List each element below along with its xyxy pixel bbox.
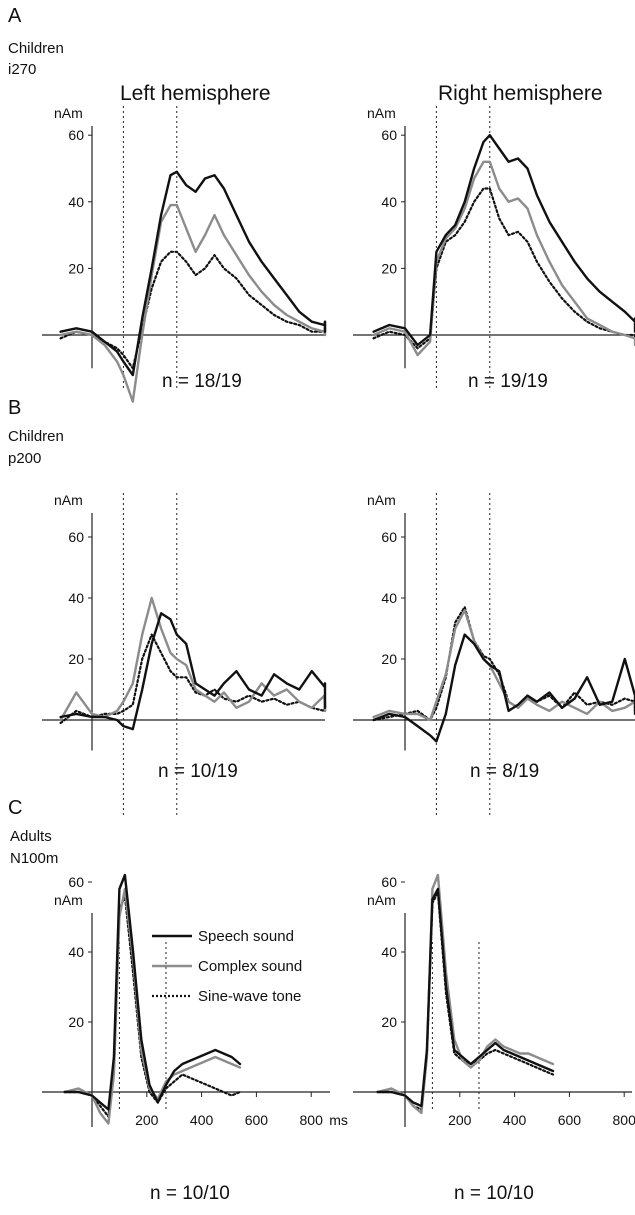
y-unit-label: nAm (367, 105, 396, 121)
y-tick-label: 60 (68, 874, 84, 890)
series-line-speech-sound (63, 873, 242, 1111)
subplot-a-left: nAm 20 40 60 (42, 105, 327, 403)
y-tick-label: 40 (68, 944, 84, 960)
legend-label-sine: Sine-wave tone (198, 988, 301, 1005)
n-label-a-right: n = 19/19 (468, 371, 548, 392)
panel-letter-a: A (8, 5, 22, 27)
panel-letter-b: B (8, 397, 21, 419)
n-label-c-left: n = 10/10 (150, 1183, 230, 1204)
legend-label-complex: Complex sound (198, 958, 302, 975)
y-tick-label: 40 (68, 194, 84, 210)
series-line-sine-wave-tone (59, 250, 327, 370)
series-line-sine-wave-tone (376, 891, 555, 1111)
y-tick-label: 20 (381, 260, 397, 276)
subplot-a-right: nAm 20 40 60 (353, 105, 635, 390)
y-unit-label: nAm (367, 492, 396, 508)
x-tick-label: 600 (558, 1112, 582, 1128)
series-line-complex-sound (59, 203, 327, 403)
subplot-b-right: nAm 20 40 60 (353, 492, 635, 815)
hemisphere-title-right: Right hemisphere (438, 82, 603, 105)
x-tick-label: 800 (613, 1112, 635, 1128)
x-tick-label: 600 (245, 1112, 269, 1128)
group-label-a-line2: i270 (8, 61, 36, 78)
y-tick-label: 20 (381, 651, 397, 667)
y-tick-label: 60 (68, 529, 84, 545)
y-tick-label: 20 (68, 1014, 84, 1030)
series-line-speech-sound (59, 170, 327, 377)
legend-label-speech: Speech sound (198, 928, 294, 945)
n-label-c-right: n = 10/10 (454, 1183, 534, 1204)
series-line-complex-sound (376, 873, 555, 1115)
subplot-c-left: nAm 20 40 60 200 400 600 800 ms (42, 873, 348, 1128)
series-line-complex-sound (59, 596, 327, 722)
x-tick-label: 400 (503, 1112, 527, 1128)
series-line-speech-sound (59, 612, 327, 731)
x-tick-label: 200 (448, 1112, 472, 1128)
group-label-b-line2: p200 (8, 450, 41, 467)
y-tick-label: 60 (381, 529, 397, 545)
series-line-speech-sound (376, 887, 555, 1108)
y-tick-label: 60 (68, 127, 84, 143)
y-tick-label: 20 (68, 651, 84, 667)
series-line-sine-wave-tone (372, 187, 635, 350)
y-unit-label: nAm (367, 892, 396, 908)
n-label-a-left: n = 18/19 (162, 371, 242, 392)
y-unit-label: nAm (54, 105, 83, 121)
y-tick-label: 60 (381, 874, 397, 890)
group-label-c-line1: Adults (10, 828, 52, 845)
y-tick-label: 40 (381, 590, 397, 606)
panel-letter-c: C (8, 797, 22, 819)
series-line-speech-sound (372, 633, 635, 743)
series-line-sine-wave-tone (372, 605, 635, 722)
plot-area: nAm 20 40 60 nAm 20 40 60 nAm 20 40 60 nAm 20 40 60 nAm 2… (42, 105, 635, 1128)
y-tick-label: 20 (68, 260, 84, 276)
y-tick-label: 40 (68, 590, 84, 606)
y-tick-label: 40 (381, 944, 397, 960)
series-line-complex-sound (372, 609, 635, 722)
series-line-sine-wave-tone (63, 894, 242, 1118)
x-tick-label: 200 (135, 1112, 159, 1128)
y-tick-label: 40 (381, 194, 397, 210)
x-unit-label: ms (329, 1112, 348, 1128)
group-label-a-line1: Children (8, 40, 64, 57)
group-label-b-line1: Children (8, 428, 64, 445)
x-tick-label: 800 (300, 1112, 324, 1128)
n-label-b-right: n = 8/19 (470, 761, 539, 782)
group-label-c-line2: N100m (10, 850, 58, 867)
subplot-b-left: nAm 20 40 60 (42, 492, 327, 815)
y-tick-label: 20 (381, 1014, 397, 1030)
y-unit-label: nAm (54, 492, 83, 508)
series-line-speech-sound (372, 133, 635, 347)
y-tick-label: 60 (381, 127, 397, 143)
x-tick-label: 400 (190, 1112, 214, 1128)
legend: Speech sound Complex sound Sine-wave ton… (152, 928, 302, 1005)
n-label-b-left: n = 10/19 (158, 761, 238, 782)
y-unit-label: nAm (54, 892, 83, 908)
series-line-sine-wave-tone (59, 633, 327, 725)
hemisphere-title-left: Left hemisphere (120, 82, 271, 105)
